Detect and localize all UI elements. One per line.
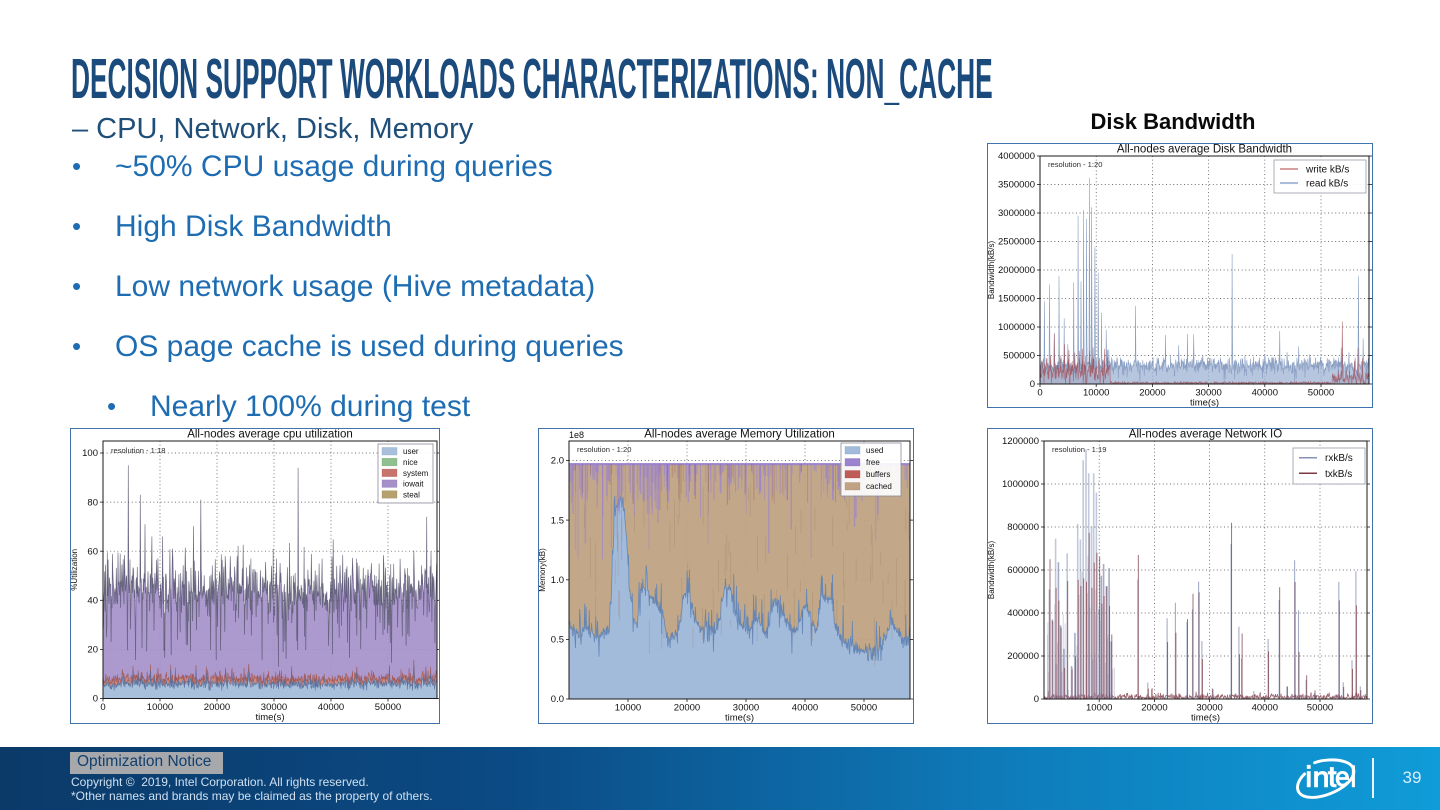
svg-text:1.5: 1.5: [551, 515, 564, 526]
svg-text:1200000: 1200000: [1002, 436, 1039, 447]
svg-text:time(s): time(s): [1190, 398, 1219, 408]
svg-text:40000: 40000: [1252, 388, 1278, 399]
svg-text:0: 0: [1034, 694, 1039, 705]
svg-text:40000: 40000: [792, 703, 818, 714]
svg-text:resolution - 1:20: resolution - 1:20: [1048, 160, 1102, 169]
svg-text:600000: 600000: [1007, 565, 1039, 576]
svg-text:1.0: 1.0: [551, 575, 564, 586]
svg-text:All-nodes average Disk Bandwid: All-nodes average Disk Bandwidth: [1117, 144, 1292, 156]
svg-text:1e8: 1e8: [569, 430, 584, 440]
svg-text:time(s): time(s): [1191, 713, 1220, 724]
svg-text:time(s): time(s): [725, 713, 754, 724]
svg-text:0.0: 0.0: [551, 694, 564, 705]
svg-text:50000: 50000: [375, 702, 401, 713]
svg-text:free: free: [866, 458, 880, 467]
svg-text:800000: 800000: [1007, 522, 1039, 533]
svg-text:Bandwidth(kB/s): Bandwidth(kB/s): [988, 541, 996, 600]
svg-text:50000: 50000: [851, 703, 877, 714]
svg-text:resolution - 1:18: resolution - 1:18: [111, 446, 165, 455]
svg-text:0: 0: [1037, 388, 1042, 399]
svg-text:40000: 40000: [1252, 703, 1278, 714]
svg-text:60: 60: [87, 546, 98, 557]
svg-text:20000: 20000: [204, 702, 230, 713]
svg-text:Memory(kB): Memory(kB): [539, 548, 547, 592]
svg-text:100: 100: [82, 448, 98, 459]
svg-text:40: 40: [87, 596, 98, 607]
svg-text:40000: 40000: [318, 702, 344, 713]
svg-text:1000000: 1000000: [998, 322, 1035, 333]
svg-text:write kB/s: write kB/s: [1305, 165, 1349, 176]
svg-text:20000: 20000: [1141, 703, 1167, 714]
svg-text:20: 20: [87, 645, 98, 656]
svg-text:system: system: [403, 469, 429, 478]
svg-text:30000: 30000: [1195, 388, 1221, 399]
svg-text:400000: 400000: [1007, 608, 1039, 619]
svg-text:4000000: 4000000: [998, 151, 1035, 162]
svg-text:txkB/s: txkB/s: [1325, 469, 1352, 480]
svg-text:1500000: 1500000: [998, 294, 1035, 305]
svg-text:buffers: buffers: [866, 470, 890, 479]
svg-text:20000: 20000: [1139, 388, 1165, 399]
svg-text:10000: 10000: [615, 703, 641, 714]
svg-text:0: 0: [1030, 379, 1035, 390]
svg-text:2500000: 2500000: [998, 237, 1035, 248]
svg-text:80: 80: [87, 497, 98, 508]
svg-text:10000: 10000: [1086, 703, 1112, 714]
svg-text:steal: steal: [403, 490, 420, 499]
svg-text:All-nodes average Network IO: All-nodes average Network IO: [1129, 429, 1282, 441]
svg-text:All-nodes average Memory Utili: All-nodes average Memory Utilization: [644, 429, 834, 441]
svg-text:used: used: [866, 446, 883, 455]
svg-text:20000: 20000: [674, 703, 700, 714]
svg-text:500000: 500000: [1003, 351, 1035, 362]
svg-text:50000: 50000: [1308, 388, 1334, 399]
svg-text:3500000: 3500000: [998, 180, 1035, 191]
svg-text:read kB/s: read kB/s: [1306, 179, 1348, 190]
svg-text:Bandwidth(kB/s): Bandwidth(kB/s): [988, 241, 996, 300]
svg-text:%Utilization: %Utilization: [71, 549, 79, 591]
svg-text:resolution - 1:19: resolution - 1:19: [1052, 445, 1106, 454]
svg-text:0.5: 0.5: [551, 635, 564, 646]
svg-text:10000: 10000: [147, 702, 173, 713]
svg-text:iowait: iowait: [403, 480, 424, 489]
svg-text:30000: 30000: [733, 703, 759, 714]
svg-text:2.0: 2.0: [551, 456, 564, 467]
svg-text:10000: 10000: [1083, 388, 1109, 399]
svg-text:resolution - 1:20: resolution - 1:20: [577, 445, 631, 454]
svg-text:0: 0: [93, 694, 98, 705]
svg-text:50000: 50000: [1307, 703, 1333, 714]
svg-text:1000000: 1000000: [1002, 479, 1039, 490]
svg-text:30000: 30000: [1196, 703, 1222, 714]
svg-text:2000000: 2000000: [998, 265, 1035, 276]
svg-text:200000: 200000: [1007, 651, 1039, 662]
svg-text:All-nodes average cpu utilizat: All-nodes average cpu utilization: [187, 429, 353, 441]
svg-text:3000000: 3000000: [998, 208, 1035, 219]
svg-text:nice: nice: [403, 458, 418, 467]
svg-text:0: 0: [100, 702, 105, 713]
svg-text:time(s): time(s): [255, 712, 284, 723]
svg-text:user: user: [403, 447, 419, 456]
svg-text:cached: cached: [866, 482, 892, 491]
svg-text:rxkB/s: rxkB/s: [1325, 453, 1353, 464]
svg-text:30000: 30000: [261, 702, 287, 713]
